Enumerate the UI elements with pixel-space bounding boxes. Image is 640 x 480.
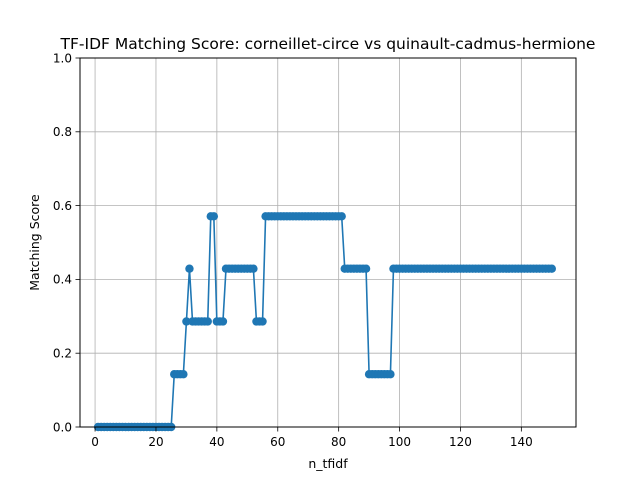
y-tick-label: 0.0 bbox=[53, 420, 72, 434]
data-point bbox=[386, 370, 395, 379]
x-tick-label: 60 bbox=[270, 435, 285, 449]
ticks: 0 20 40 60 80 100 120 140 0.0 0.2 0.4 0.6 0.8 1.0 bbox=[53, 51, 533, 449]
y-tick-label: 0.6 bbox=[53, 199, 72, 213]
data-point bbox=[209, 212, 219, 221]
data-point bbox=[361, 264, 371, 273]
y-tick-label: 0.8 bbox=[53, 125, 72, 139]
x-tick-label: 20 bbox=[148, 435, 163, 449]
x-tick-label: 0 bbox=[91, 435, 99, 449]
series-layer bbox=[93, 212, 556, 432]
plot-frame bbox=[79, 57, 577, 428]
data-point bbox=[547, 264, 556, 273]
data-point bbox=[203, 317, 212, 326]
x-tick-label: 80 bbox=[331, 435, 346, 449]
data-point bbox=[258, 317, 267, 326]
y-tick-label: 0.2 bbox=[53, 347, 72, 361]
data-point bbox=[337, 212, 346, 221]
data-point bbox=[182, 317, 191, 326]
x-tick-label: 100 bbox=[388, 435, 411, 449]
y-tick-label: 1.0 bbox=[53, 51, 72, 65]
data-point bbox=[249, 264, 258, 273]
x-tick-label: 140 bbox=[510, 435, 533, 449]
x-tick-label: 120 bbox=[449, 435, 472, 449]
chart-title: TF-IDF Matching Score: corneillet-circe … bbox=[60, 35, 596, 53]
data-point bbox=[185, 264, 194, 273]
data-point bbox=[218, 317, 228, 326]
x-tick-label: 40 bbox=[209, 435, 224, 449]
x-axis-label: n_tfidf bbox=[308, 456, 348, 471]
data-point bbox=[179, 370, 188, 379]
y-axis-label: Matching Score bbox=[27, 194, 42, 291]
y-tick-label: 0.4 bbox=[53, 273, 72, 287]
